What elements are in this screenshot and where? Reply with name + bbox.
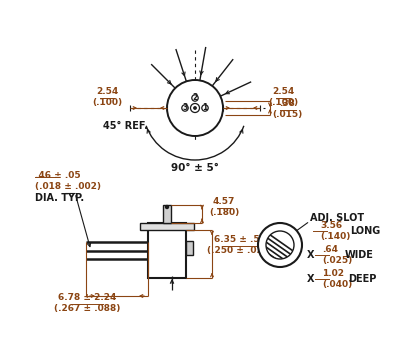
Bar — [140, 223, 194, 230]
Bar — [163, 205, 171, 223]
Text: 3: 3 — [182, 104, 188, 112]
Circle shape — [194, 107, 196, 109]
Text: .64: .64 — [322, 245, 338, 253]
Bar — [148, 223, 186, 278]
Text: 1.02: 1.02 — [322, 268, 344, 278]
Circle shape — [166, 205, 168, 209]
Text: WIDE: WIDE — [345, 250, 374, 260]
Text: X: X — [307, 274, 314, 284]
Text: 6.35 ± .51: 6.35 ± .51 — [214, 236, 266, 245]
Text: (.025): (.025) — [322, 256, 352, 265]
Text: .46 ± .05: .46 ± .05 — [35, 170, 81, 180]
Text: (.140): (.140) — [320, 231, 350, 240]
Text: 1: 1 — [202, 104, 208, 112]
Text: 2.54: 2.54 — [96, 88, 118, 97]
Text: (.015): (.015) — [272, 111, 302, 119]
Text: 90° ± 5°: 90° ± 5° — [171, 163, 219, 173]
Text: 6.78 ± 2.24: 6.78 ± 2.24 — [58, 294, 116, 302]
Text: (.267 ± .088): (.267 ± .088) — [54, 304, 120, 314]
Text: DIA. TYP.: DIA. TYP. — [35, 193, 84, 203]
Text: 2: 2 — [192, 93, 198, 103]
Text: (.250 ± .020): (.250 ± .020) — [207, 246, 273, 256]
Text: 4.57: 4.57 — [213, 197, 235, 206]
Text: 3.56: 3.56 — [320, 220, 342, 230]
Text: ADJ. SLOT: ADJ. SLOT — [310, 213, 364, 223]
Bar — [186, 240, 193, 254]
Circle shape — [258, 223, 302, 267]
Text: (.100): (.100) — [268, 98, 298, 107]
Text: LONG: LONG — [350, 226, 380, 236]
Text: 2.54: 2.54 — [272, 88, 294, 97]
Text: (.180): (.180) — [209, 209, 239, 217]
Text: 45° REF.: 45° REF. — [102, 121, 148, 131]
Text: (.018 ± .002): (.018 ± .002) — [35, 182, 101, 190]
Text: (.100): (.100) — [92, 98, 122, 107]
Text: (.040): (.040) — [322, 280, 352, 288]
Text: .38: .38 — [279, 99, 295, 108]
Text: DEEP: DEEP — [348, 274, 376, 284]
Text: X: X — [307, 250, 314, 260]
